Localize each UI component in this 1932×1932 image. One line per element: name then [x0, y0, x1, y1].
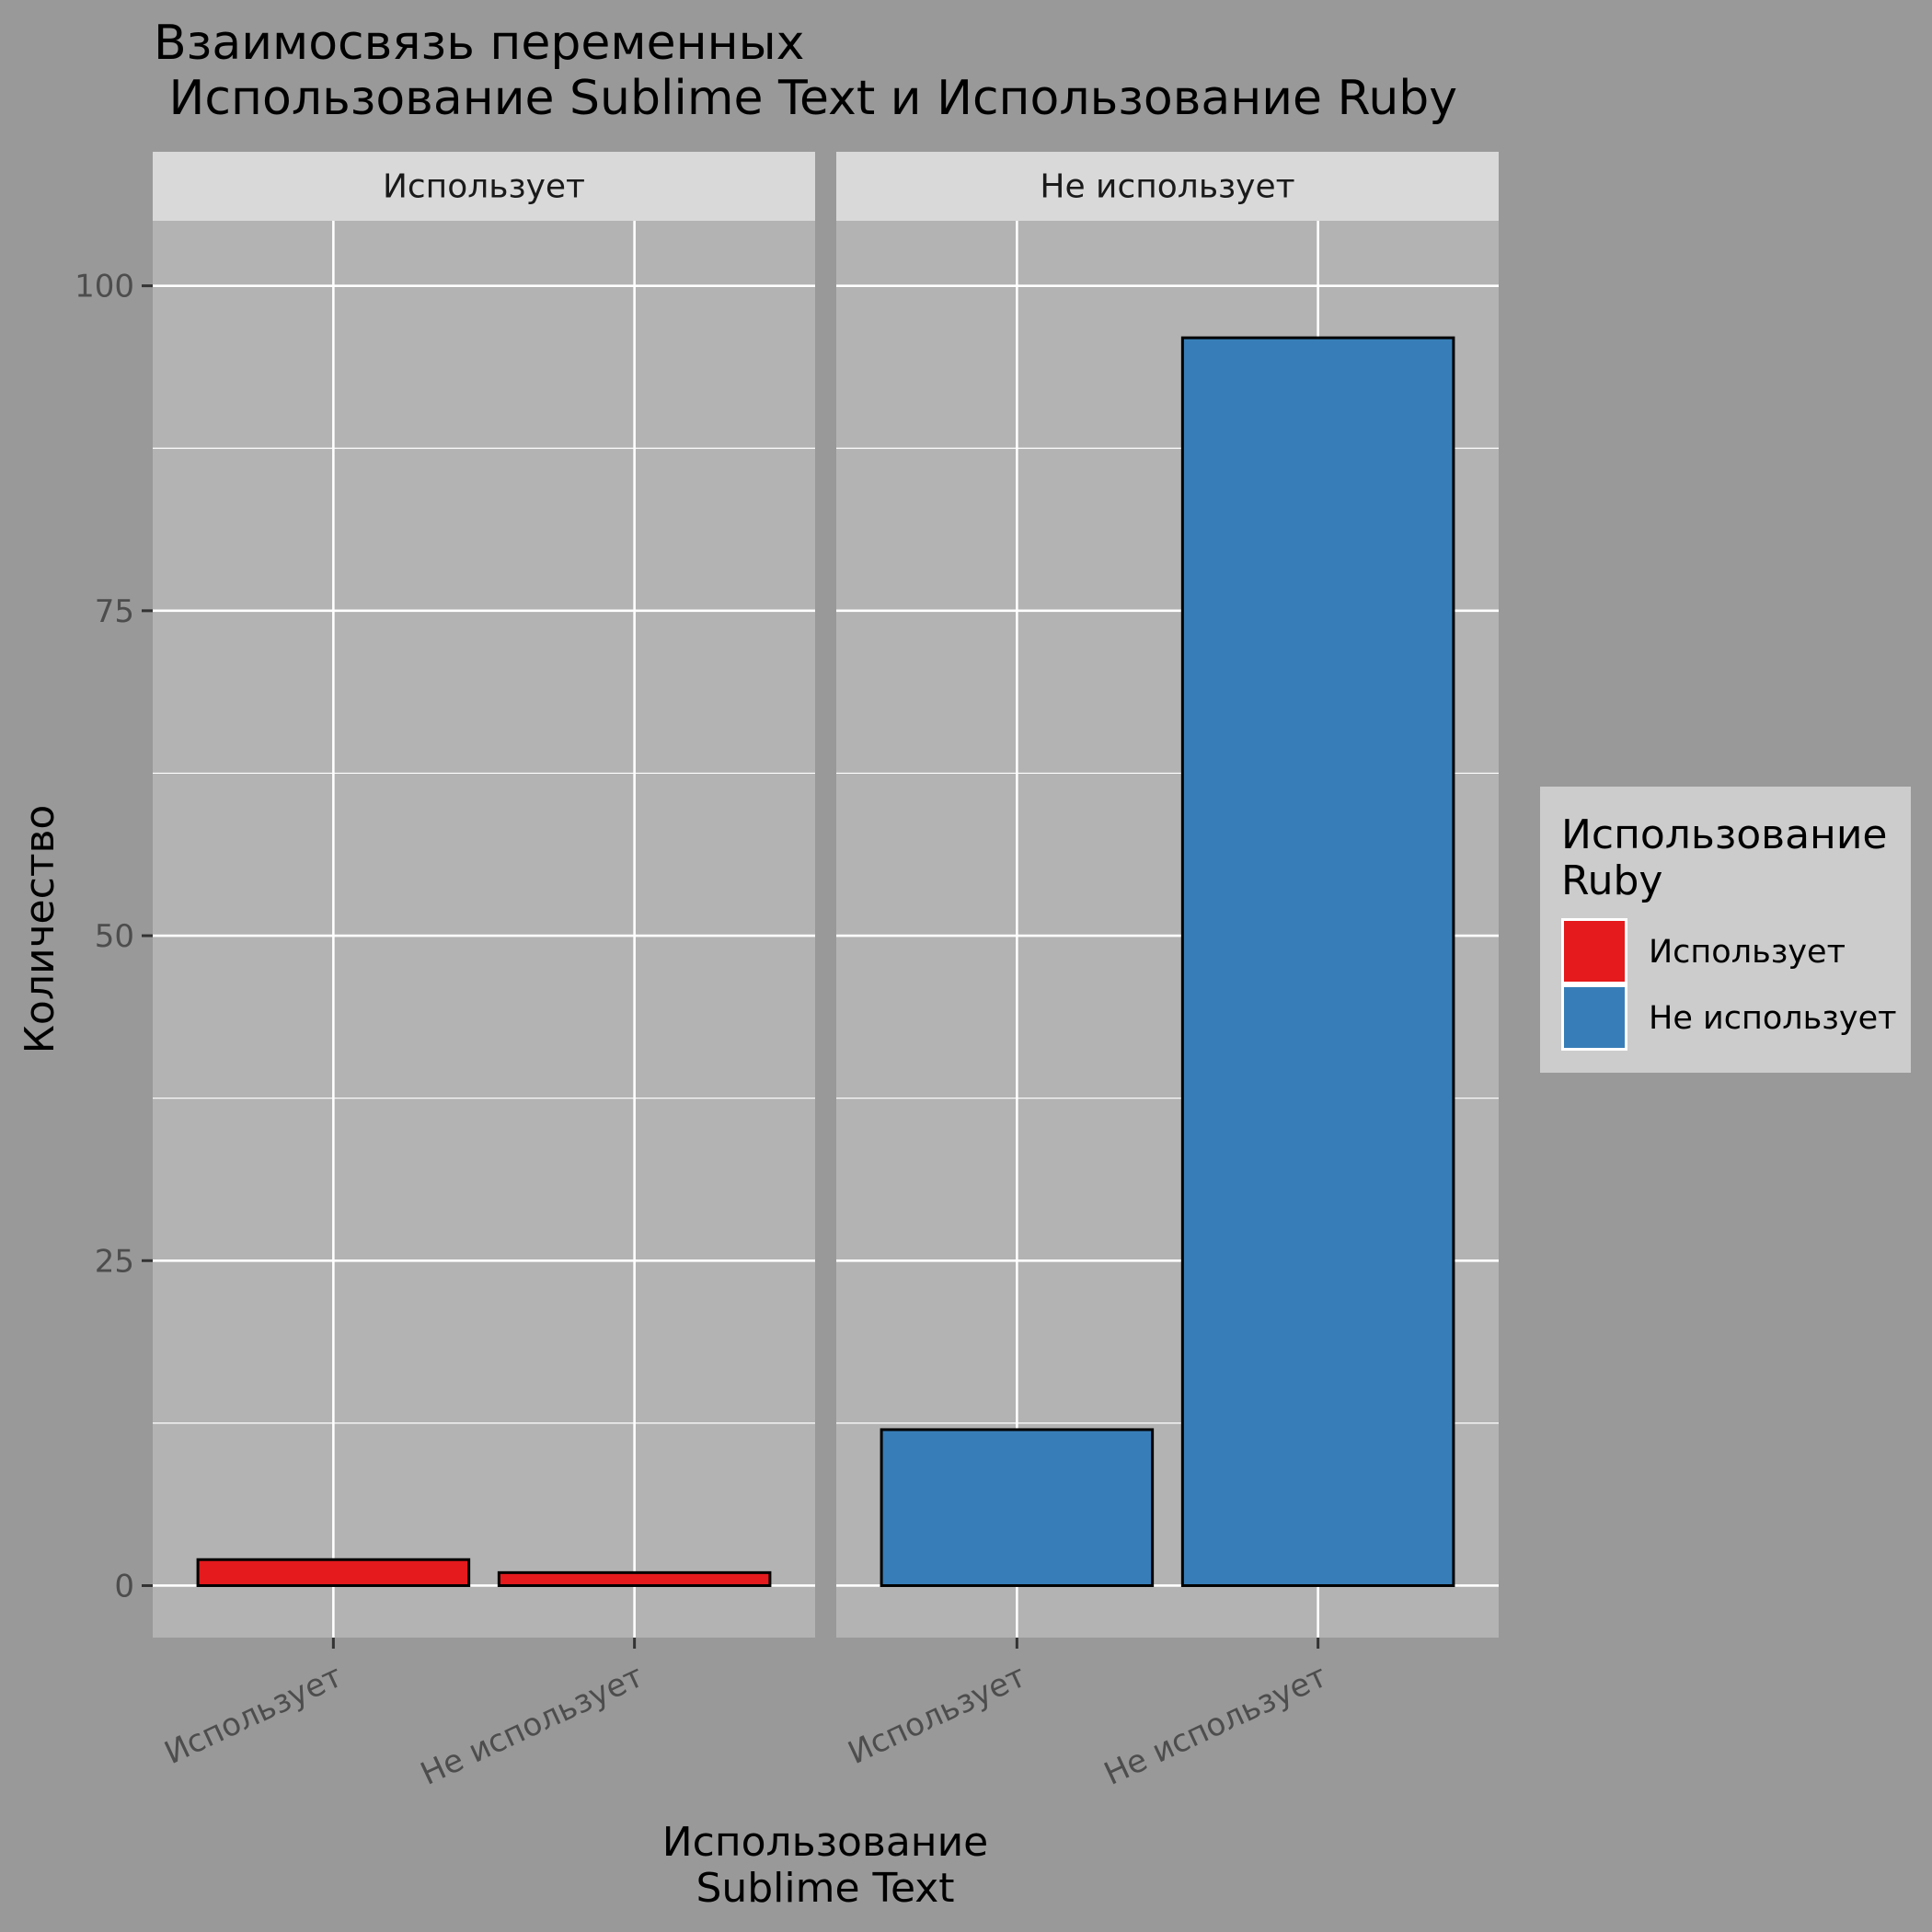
legend-entries: Использует Не использует [1561, 918, 1897, 1051]
legend-label: Не использует [1649, 1000, 1897, 1037]
y-tick-label: 50 [95, 918, 134, 955]
facet-strip [836, 152, 1499, 221]
facet-strip [153, 152, 815, 221]
y-tick-label: 0 [114, 1568, 134, 1604]
x-axis-title-line-2: Sublime Text [696, 1865, 954, 1912]
bar [1180, 336, 1455, 1587]
chart-title-line-2: Использование Sublime Text и Использован… [154, 71, 1457, 126]
bar [196, 1558, 471, 1587]
panel-background [153, 221, 815, 1638]
bar [880, 1428, 1155, 1587]
legend-swatch [1564, 921, 1625, 982]
facet-strip-label: Не использует [1040, 168, 1294, 206]
legend-title-line-2: Ruby [1561, 857, 1662, 904]
x-axis-title-line-1: Использование [662, 1819, 989, 1866]
legend-swatch [1564, 987, 1625, 1048]
chart-title-line-1: Взаимосвязь переменных [154, 16, 804, 71]
legend-title-line-1: Использование [1561, 811, 1888, 858]
y-tick-label: 25 [95, 1243, 134, 1280]
legend-label: Использует [1649, 934, 1846, 971]
legend: Использование Ruby Использует Не использу… [1540, 787, 1911, 1073]
bar [497, 1570, 772, 1587]
y-tick-label: 100 [75, 269, 134, 305]
y-tick-label: 75 [95, 593, 134, 630]
y-axis: 0 25 50 75 100 [75, 269, 153, 1604]
facet-strip-label: Использует [383, 168, 585, 206]
y-axis-title: Количество [17, 805, 63, 1054]
